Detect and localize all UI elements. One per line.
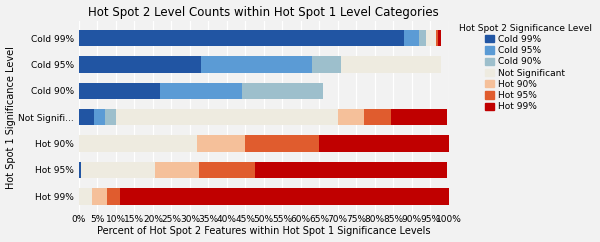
Bar <box>116 109 338 125</box>
Bar <box>427 30 436 46</box>
Bar <box>94 109 105 125</box>
Bar <box>79 162 81 178</box>
Bar <box>341 56 441 73</box>
Bar <box>197 136 245 152</box>
Bar <box>404 30 419 46</box>
X-axis label: Percent of Hot Spot 2 Features within Hot Spot 1 Significance Levels: Percent of Hot Spot 2 Features within Ho… <box>97 227 431 236</box>
Bar <box>105 109 116 125</box>
Bar <box>155 162 199 178</box>
Bar <box>81 162 155 178</box>
Bar <box>437 30 441 46</box>
Bar <box>364 109 391 125</box>
Bar <box>79 30 404 46</box>
Bar <box>79 83 160 99</box>
Bar <box>312 56 341 73</box>
Bar <box>79 188 92 204</box>
Y-axis label: Hot Spot 1 Significance Level: Hot Spot 1 Significance Level <box>5 46 16 189</box>
Bar <box>419 30 427 46</box>
Bar <box>107 188 119 204</box>
Bar <box>391 109 447 125</box>
Title: Hot Spot 2 Level Counts within Hot Spot 1 Level Categories: Hot Spot 2 Level Counts within Hot Spot … <box>88 6 439 19</box>
Bar <box>242 83 323 99</box>
Bar <box>92 188 107 204</box>
Bar <box>319 136 449 152</box>
Bar <box>79 136 197 152</box>
Bar <box>254 162 447 178</box>
Bar <box>119 188 449 204</box>
Bar <box>201 56 312 73</box>
Bar <box>160 83 242 99</box>
Bar <box>199 162 254 178</box>
Bar <box>338 109 364 125</box>
Legend: Cold 99%, Cold 95%, Cold 90%, Not Significant, Hot 90%, Hot 95%, Hot 99%: Cold 99%, Cold 95%, Cold 90%, Not Signif… <box>457 22 593 113</box>
Bar <box>79 109 94 125</box>
Bar <box>245 136 319 152</box>
Bar <box>436 30 437 46</box>
Bar <box>79 56 201 73</box>
